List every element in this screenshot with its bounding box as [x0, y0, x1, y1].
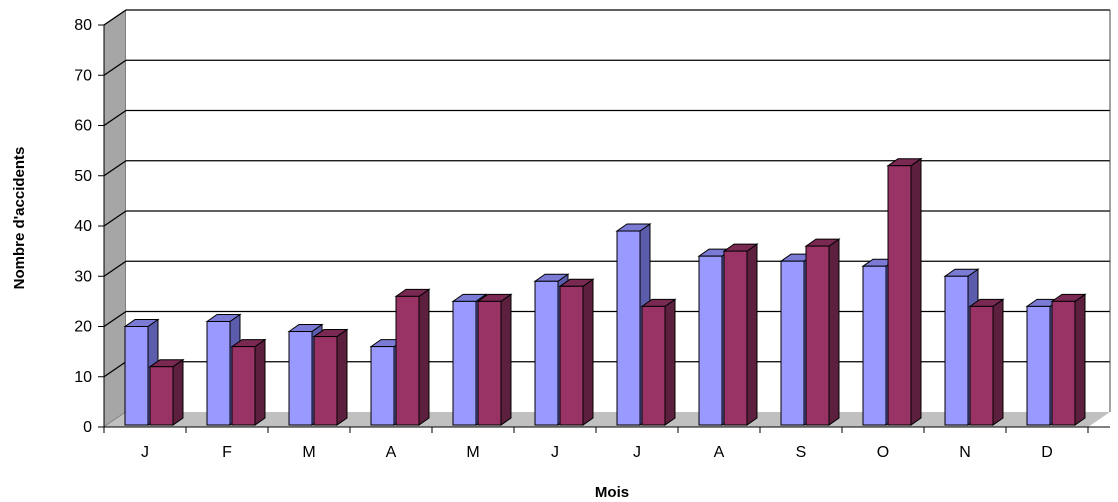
bar-front: [969, 305, 994, 426]
y-tick-label: 0: [83, 419, 92, 436]
bar-side: [746, 243, 758, 426]
bar-2-1: [230, 338, 267, 426]
bar-front: [477, 300, 502, 426]
bar-front: [944, 275, 969, 426]
bar-front: [534, 280, 559, 426]
bar-front: [313, 336, 338, 426]
bar-front: [206, 320, 231, 426]
x-tick-label: J: [141, 444, 149, 461]
bar-2-5: [558, 278, 595, 426]
bar-front: [1051, 300, 1076, 426]
bar-2-9: [886, 157, 923, 426]
y-tick-label: 80: [74, 17, 92, 34]
bar-2-10: [968, 298, 1005, 426]
y-tick-label: 50: [74, 168, 92, 185]
gridline-side: [103, 9, 127, 26]
bar-front: [559, 285, 584, 426]
y-tick-label: 40: [74, 218, 92, 235]
bar-front: [395, 295, 420, 426]
y-tick-label: 30: [74, 268, 92, 285]
bar-2-2: [312, 328, 349, 426]
bar-front: [805, 245, 830, 426]
gridline-side: [103, 361, 127, 378]
bar-side: [828, 238, 840, 426]
bar-2-6: [640, 298, 677, 426]
gridline-side: [103, 160, 127, 177]
x-tick-label: A: [386, 444, 397, 461]
gridline-side: [103, 260, 127, 277]
floor: [104, 412, 1110, 427]
x-tick-label: D: [1041, 444, 1053, 461]
bar-side: [910, 157, 922, 426]
x-tick-label: F: [222, 444, 232, 461]
bar-front: [641, 305, 666, 426]
bar-front: [149, 366, 174, 426]
y-tick-label: 60: [74, 118, 92, 135]
bar-side: [336, 328, 348, 426]
gridline-side: [103, 310, 127, 328]
y-axis-title: Nombre d'accidents: [11, 147, 28, 290]
bar-2-3: [394, 288, 431, 426]
bar-side: [418, 288, 430, 426]
y-tick-labels: 0 10 20 30 40 50 60 70 80: [74, 17, 92, 436]
bar-side: [992, 298, 1004, 426]
x-axis-title: Mois: [595, 484, 629, 501]
bar-2-4: [476, 293, 513, 426]
bar-front: [124, 326, 149, 426]
bar-front: [723, 250, 748, 426]
x-tick-label: M: [466, 444, 479, 461]
bar-front: [288, 331, 313, 426]
bar-front: [452, 300, 477, 426]
y-tick-label: 20: [74, 319, 92, 336]
x-tick-label: N: [959, 444, 971, 461]
bars: [123, 157, 1087, 426]
bar-side: [1074, 293, 1086, 426]
x-tick-label: O: [877, 444, 889, 461]
bar-side: [582, 278, 594, 426]
gridline-side: [103, 59, 127, 76]
x-tick-label: J: [551, 444, 559, 461]
x-tick-label: M: [302, 444, 315, 461]
bar-side: [254, 338, 266, 426]
bar-side: [500, 293, 512, 426]
bar-front: [231, 346, 256, 426]
x-tick-label: A: [714, 444, 725, 461]
bar-2-7: [722, 243, 759, 426]
bar-2-0: [148, 358, 185, 426]
bar-front: [370, 346, 395, 426]
axes: [98, 24, 1110, 433]
bar-front: [698, 255, 723, 426]
bar-2-8: [804, 238, 841, 426]
bar-front: [1026, 305, 1051, 426]
x-tick-label: S: [796, 444, 807, 461]
bar-side: [664, 298, 676, 426]
bar-front: [780, 260, 805, 426]
gridline-side: [103, 210, 127, 227]
bar-2-11: [1050, 293, 1087, 426]
bar-front: [862, 265, 887, 426]
y-tick-label: 10: [74, 369, 92, 386]
y-tick-label: 70: [74, 67, 92, 84]
bar-side: [172, 358, 184, 426]
bar-front: [616, 230, 641, 426]
gridline-side: [103, 109, 127, 127]
x-tick-label: J: [633, 444, 641, 461]
bar-front: [887, 165, 912, 426]
